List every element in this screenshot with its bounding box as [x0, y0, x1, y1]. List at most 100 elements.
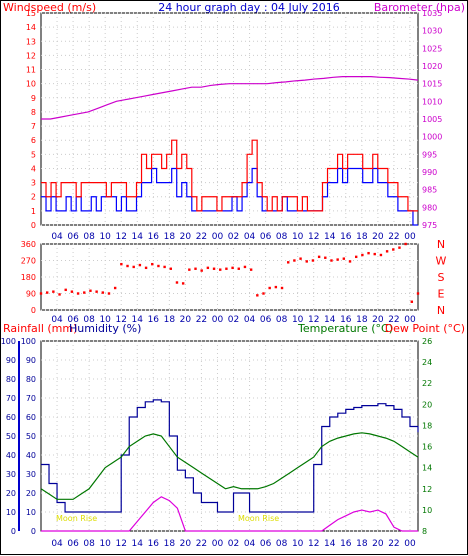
- windspeed-y-tick-label: 14: [26, 23, 36, 32]
- rainfall-y-tick-label: 100: [1, 337, 16, 346]
- direction-point: [225, 267, 228, 270]
- direction-point: [237, 267, 240, 270]
- wind-x-tick-label: 16: [340, 232, 352, 242]
- temperature-y-tick-label: 18: [422, 421, 432, 430]
- dir-x-tick-label: 22: [196, 315, 207, 325]
- humidity-y-tick-label: 60: [26, 413, 36, 422]
- humidity-y-tick-label: 10: [26, 508, 36, 517]
- wind-x-tick-label: 18: [356, 232, 368, 242]
- direction-point: [348, 260, 352, 263]
- temperature-y-tick-label: 10: [422, 506, 432, 515]
- hum-x-tick-label: 12: [308, 539, 319, 549]
- direction-point: [76, 292, 80, 295]
- direction-point: [416, 292, 420, 295]
- wind-x-tick-label: 08: [276, 232, 288, 242]
- barometer-y-tick-label: 995: [422, 150, 437, 159]
- direction-point: [317, 255, 321, 259]
- wind-x-tick-label: 00: [212, 232, 224, 242]
- dir-x-tick-label: 00: [212, 315, 224, 325]
- direction-point: [70, 290, 74, 293]
- hum-x-tick-label: 16: [340, 539, 352, 549]
- hum-x-tick-label: 18: [356, 539, 368, 549]
- dir-x-tick-label: 18: [164, 315, 176, 325]
- barometer-y-tick-label: 1005: [422, 115, 442, 124]
- barometer-y-tick-label: 1035: [422, 9, 442, 18]
- direction-point: [107, 292, 111, 295]
- series-rain-line: [41, 496, 418, 532]
- direction-y-tick-label: 180: [21, 273, 36, 282]
- humidity-y-tick-label: 80: [26, 375, 36, 384]
- temperature-y-tick-label: 8: [422, 527, 427, 536]
- series-gust-line: [41, 139, 418, 212]
- direction-y-tick-label: 270: [21, 257, 36, 266]
- direction-point: [120, 262, 123, 266]
- barometer-y-tick-label: 1020: [422, 62, 442, 71]
- humidity-y-tick-label: 100: [21, 337, 36, 346]
- rainfall-y-tick-label: 90: [6, 356, 16, 365]
- hum-x-tick-label: 04: [51, 539, 63, 549]
- dir-x-tick-label: 08: [83, 315, 95, 325]
- windspeed-y-tick-label: 6: [31, 136, 36, 145]
- windspeed-y-tick-label: 11: [26, 66, 36, 75]
- direction-point: [336, 258, 339, 261]
- windspeed-y-tick-label: 1: [31, 207, 36, 216]
- direction-point: [354, 255, 358, 259]
- compass-label: S: [438, 271, 445, 284]
- barometer-y-tick-label: 1000: [422, 133, 442, 142]
- dir-x-tick-label: 04: [244, 315, 256, 325]
- hum-x-tick-label: 20: [180, 539, 192, 549]
- hum-x-tick-label: 12: [115, 539, 126, 549]
- windspeed-axis-title: Windspeed (m/s): [3, 1, 96, 14]
- direction-point: [144, 266, 148, 270]
- compass-label: E: [438, 288, 445, 301]
- direction-point: [58, 293, 61, 296]
- rainfall-y-tick-label: 30: [6, 470, 16, 479]
- dir-x-tick-label: 08: [276, 315, 288, 325]
- rainfall-y-tick-label: 60: [6, 413, 16, 422]
- direction-point: [249, 268, 253, 271]
- windspeed-y-tick-label: 7: [31, 122, 36, 131]
- wind-x-tick-label: 20: [372, 232, 384, 242]
- humidity-y-tick-label: 70: [26, 394, 36, 403]
- series-windspeed-line: [41, 167, 418, 226]
- direction-point: [274, 285, 278, 289]
- hum-x-tick-label: 08: [83, 539, 95, 549]
- temperature-axis-title: Temperature (°C): [297, 322, 393, 335]
- direction-point: [373, 252, 376, 256]
- wind-x-tick-label: 16: [148, 232, 160, 242]
- series-barometer-line: [41, 76, 419, 120]
- dewpoint-axis-title: Dew Point (°C): [385, 322, 465, 335]
- rainfall-y-tick-label: 50: [6, 432, 16, 441]
- direction-point: [83, 291, 86, 294]
- dir-x-tick-label: 06: [67, 315, 79, 325]
- direction-point: [379, 253, 383, 257]
- direction-point: [219, 268, 222, 271]
- dir-x-tick-label: 10: [292, 315, 304, 325]
- direction-point: [361, 253, 364, 257]
- direction-point: [385, 250, 389, 253]
- dir-x-tick-label: 06: [260, 315, 272, 325]
- wind-x-tick-label: 14: [132, 232, 144, 242]
- wind-x-tick-label: 10: [292, 232, 304, 242]
- hum-x-tick-label: 00: [212, 539, 224, 549]
- direction-point: [324, 256, 327, 259]
- temperature-y-tick-label: 14: [422, 464, 432, 473]
- dir-x-tick-label: 00: [404, 315, 416, 325]
- temperature-y-tick-label: 16: [422, 443, 432, 452]
- direction-point: [293, 259, 296, 262]
- direction-point: [243, 265, 247, 269]
- hum-x-tick-label: 22: [388, 539, 399, 549]
- direction-point: [367, 251, 370, 255]
- hum-x-tick-label: 20: [372, 539, 384, 549]
- rainfall-y-tick-label: 70: [6, 394, 16, 403]
- humidity-y-tick-label: 90: [26, 356, 36, 365]
- direction-point: [163, 265, 166, 269]
- hum-x-tick-label: 06: [67, 539, 79, 549]
- wind-x-tick-label: 22: [196, 232, 207, 242]
- wind-x-tick-label: 00: [404, 232, 416, 242]
- direction-point: [151, 262, 154, 266]
- direction-point: [311, 259, 315, 262]
- rainfall-y-tick-label: 20: [6, 489, 16, 498]
- direction-point: [95, 290, 98, 293]
- temperature-y-tick-label: 12: [422, 485, 432, 494]
